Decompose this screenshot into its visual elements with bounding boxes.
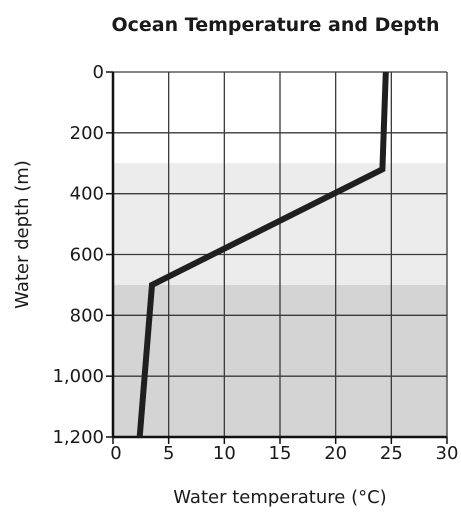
chart-title: Ocean Temperature and Depth [111,14,440,36]
y-tick-label-4: 800 [70,305,104,326]
x-tick-label-6: 30 [436,443,459,464]
y-tick-label-1: 200 [70,123,104,144]
x-tick-label-3: 15 [269,443,292,464]
y-tick-label-3: 600 [70,245,104,266]
x-axis-label: Water temperature (°C) [173,487,386,508]
y-tick-label-6: 1,200 [52,427,104,448]
grid-lines [112,71,448,438]
series-lines [136,71,389,438]
x-tick-label-0: 0 [110,443,121,464]
y-axis-label: Water depth (m) [12,160,33,309]
y-tick-label-2: 400 [70,184,104,205]
y-tick-label-5: 1,000 [52,366,104,387]
x-tick-label-4: 20 [324,443,347,464]
y-tick-label-0: 0 [93,62,104,83]
y-tick-labels: 0 200 400 600 800 1,000 1,200 [52,62,113,448]
x-tick-labels: 0 5 10 15 20 25 30 [110,437,458,464]
x-tick-label-2: 10 [213,443,236,464]
x-tick-label-1: 5 [163,443,174,464]
x-tick-label-5: 25 [380,443,403,464]
temperature-profile-line-0 [136,71,389,438]
